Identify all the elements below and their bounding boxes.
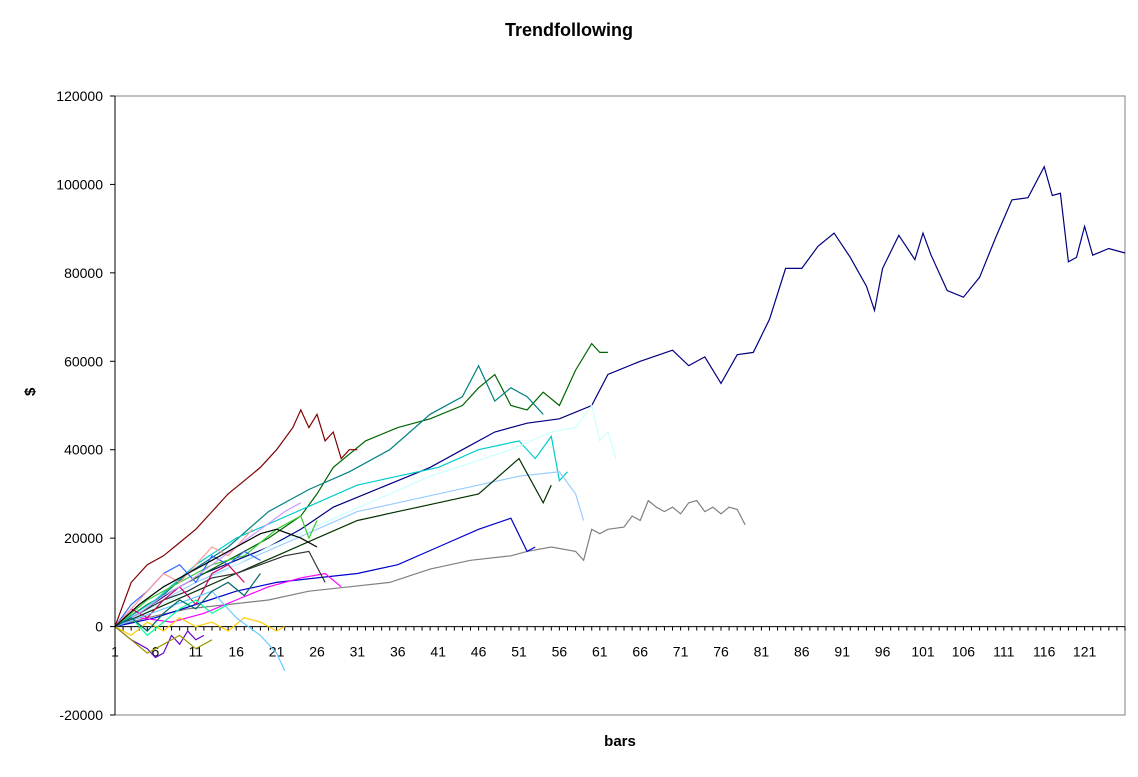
x-tick-label: 21 [269, 644, 285, 660]
series-line-14 [114, 626, 205, 659]
x-tick-label: 86 [794, 644, 810, 660]
series-line-3 [114, 342, 608, 628]
x-tick-label: 41 [430, 644, 446, 660]
x-tick-label: 71 [673, 644, 689, 660]
x-tick-label: 81 [754, 644, 770, 660]
y-axis-label: $ [22, 387, 39, 396]
x-tick-label: 56 [552, 644, 568, 660]
plot-frame [114, 95, 1126, 716]
y-tick-label: 60000 [64, 353, 103, 369]
x-tick-label: 76 [713, 644, 729, 660]
x-tick-label: 6 [152, 644, 160, 660]
x-tick-label: 46 [471, 644, 487, 660]
series-line-13 [114, 616, 285, 637]
series-line-2 [114, 499, 746, 628]
x-tick-label: 31 [350, 644, 366, 660]
x-axis-label: bars [604, 733, 636, 750]
x-tick-label: 11 [189, 644, 204, 660]
y-tick-label: 80000 [64, 265, 103, 281]
x-tick-label: 66 [632, 644, 648, 660]
y-tick-label: 100000 [56, 176, 103, 192]
x-tick-label: 16 [228, 644, 244, 660]
series-line-8 [114, 404, 617, 628]
series-line-19 [114, 626, 213, 654]
x-tick-label: 121 [1073, 644, 1097, 660]
series-line-6 [114, 434, 568, 628]
series-line-21 [114, 502, 302, 628]
series-line-24 [114, 528, 318, 628]
series-line-1 [114, 165, 1126, 628]
x-tick-label: 51 [511, 644, 527, 660]
y-tick-label: 0 [95, 619, 103, 635]
y-tick-label: 40000 [64, 442, 103, 458]
x-tick-label: 106 [952, 644, 976, 660]
x-tick-label: 61 [592, 644, 608, 660]
series-line-11 [114, 572, 342, 628]
series-line-7 [114, 471, 585, 628]
x-tick-label: 116 [1033, 644, 1056, 660]
series-line-23 [114, 573, 261, 632]
x-tick-label: 96 [875, 644, 891, 660]
x-tick-label: 36 [390, 644, 406, 660]
y-tick-label: 120000 [56, 88, 103, 104]
series-line-22 [114, 528, 253, 628]
series-line-5 [114, 408, 358, 627]
x-tick-label: 26 [309, 644, 325, 660]
chart-title: Trendfollowing [505, 20, 633, 40]
x-tick-label: 91 [834, 644, 850, 660]
x-tick-label: 111 [993, 644, 1014, 660]
series-line-9 [114, 457, 552, 628]
series-line-4 [114, 364, 544, 628]
series-line-12 [114, 515, 318, 628]
series-line-15 [114, 550, 326, 628]
x-tick-label: 101 [911, 644, 935, 660]
y-tick-label: -20000 [59, 707, 103, 723]
y-tick-label: 20000 [64, 530, 103, 546]
